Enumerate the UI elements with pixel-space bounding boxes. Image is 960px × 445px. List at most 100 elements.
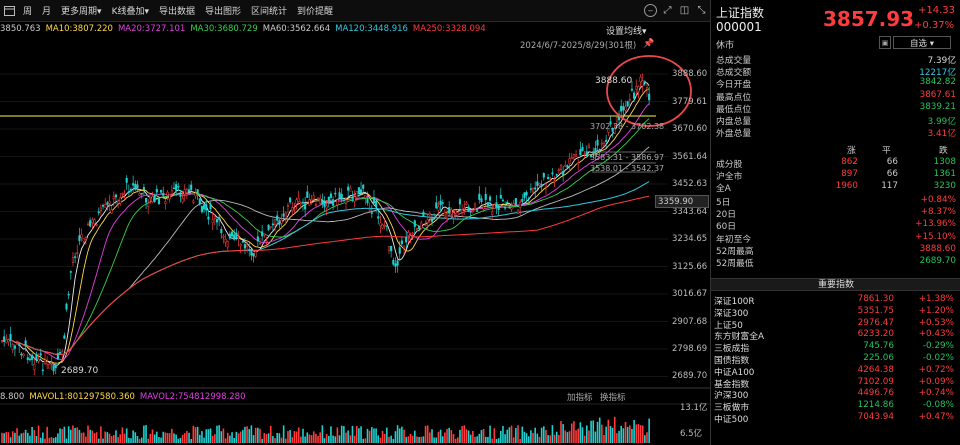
major-index-row[interactable]: 中证A100 4264.38 +0.72% — [714, 365, 958, 378]
volume-bar — [302, 428, 304, 443]
major-index-row[interactable]: 深证100R 7861.30 +1.38% — [714, 294, 958, 307]
collapse-icon[interactable]: ◫ — [679, 5, 690, 16]
toolbar-range-stats-button[interactable]: 区间统计 — [251, 7, 288, 17]
price-tick: 3016.67 — [672, 289, 708, 299]
volume-bar — [611, 427, 614, 443]
candle-body — [263, 233, 266, 236]
volume-bar — [457, 437, 459, 443]
candle-body — [209, 204, 212, 210]
performance-row: 60日 +13.96% — [716, 219, 956, 232]
volume-bar — [373, 428, 375, 443]
window-controls: − ⤢ ◫ ⤡ — [642, 0, 710, 22]
volume-bar — [444, 432, 446, 443]
volume-bar — [392, 438, 395, 443]
candle-body — [190, 184, 193, 191]
annotation-label: 3538.01 - 3542.37 — [590, 164, 665, 173]
candle-body — [620, 105, 623, 112]
minus-icon[interactable]: − — [642, 0, 659, 22]
major-index-row[interactable]: 国债指数 225.06 -0.02% — [714, 353, 958, 366]
toolbar-price-alert-button[interactable]: 到价提醒 — [297, 7, 334, 17]
volume-bar — [252, 435, 255, 443]
stat-label: 最低点位 — [716, 104, 752, 115]
candle-body — [635, 86, 638, 90]
toolbar-export-image-button[interactable]: 导出图形 — [205, 7, 242, 17]
performance-row: 年初至今 +15.10% — [716, 232, 956, 245]
volume-bar — [293, 431, 296, 443]
lock-icon[interactable]: ▣ — [879, 36, 891, 49]
add-watchlist-button[interactable]: 自选 ▾ — [893, 36, 951, 49]
expand-icon[interactable]: ⤡ — [697, 5, 706, 16]
volume-bar — [179, 437, 182, 443]
volume-bar — [267, 433, 270, 443]
volume-bar — [568, 431, 571, 443]
candle-body — [547, 176, 550, 180]
volume-bar — [553, 434, 556, 443]
volume-bar — [76, 427, 79, 443]
volume-bar — [237, 433, 240, 443]
candle-body — [153, 195, 156, 202]
candle-body — [532, 188, 535, 193]
ma-settings-button[interactable]: 设置均线▾ — [606, 27, 647, 37]
candle-body — [168, 194, 171, 200]
candle-body — [340, 193, 343, 200]
major-index-row[interactable]: 东方财富全A 6233.20 +0.43% — [714, 329, 958, 342]
major-index-row[interactable]: 沪深300 4496.76 +0.74% — [714, 388, 958, 401]
volume-bar — [22, 432, 25, 443]
major-index-row[interactable]: 中证500 7043.94 +0.47% — [714, 412, 958, 425]
calendar-icon[interactable] — [0, 0, 18, 22]
major-index-row[interactable]: 上证50 2976.47 +0.53% — [714, 318, 958, 331]
candle-body — [405, 237, 408, 243]
candle-body — [24, 340, 27, 347]
price-tick: 3670.60 — [672, 124, 708, 134]
major-index-row[interactable]: 三板做市 1214.86 -0.08% — [714, 400, 958, 413]
volume-bar — [491, 438, 493, 443]
candle-body — [271, 223, 274, 226]
candle-body — [349, 187, 352, 192]
stat-row: 总成交额 12217亿 — [716, 65, 956, 78]
major-index-row[interactable]: 深证300 5351.75 +1.20% — [714, 306, 958, 319]
candle-body — [35, 353, 38, 361]
candle-body — [424, 224, 427, 226]
candle-body — [207, 216, 210, 220]
kline-chart[interactable] — [0, 0, 710, 445]
major-index-row[interactable]: 三板成指 745.76 -0.29% — [714, 341, 958, 354]
volume-bar — [452, 434, 455, 443]
volume-bars — [1, 416, 650, 443]
candle-body — [241, 241, 244, 243]
volume-bar — [308, 434, 311, 443]
add-indicator-button[interactable]: 加指标 — [567, 393, 593, 403]
candle-body — [46, 361, 49, 365]
volume-bar — [183, 433, 186, 443]
pushpin-icon[interactable]: 📌 — [643, 39, 655, 49]
candle-body — [76, 252, 79, 254]
volume-bar — [601, 424, 603, 443]
candle-body — [385, 225, 388, 227]
candle-body — [605, 139, 608, 142]
toolbar-week-button[interactable]: 周 — [23, 7, 33, 17]
volume-bar — [27, 432, 29, 443]
candle-body — [172, 187, 176, 190]
toolbar-kline-overlay-dropdown[interactable]: K线叠加▾ — [111, 7, 149, 17]
volume-bar — [581, 427, 584, 443]
volume-bar — [190, 438, 192, 443]
volume-bar — [216, 425, 218, 443]
pin-icon[interactable]: ⤢ — [663, 5, 672, 16]
candle-body — [557, 169, 560, 171]
major-index-row[interactable]: 基金指数 7102.09 +0.09% — [714, 377, 958, 390]
switch-indicator-button[interactable]: 换指标 — [600, 393, 626, 403]
candle-body — [299, 202, 302, 205]
candle-body — [435, 202, 438, 209]
price-tick: 3561.64 — [672, 152, 708, 162]
volume-bar — [446, 428, 448, 443]
volume-bar — [543, 426, 545, 443]
volume-bar — [244, 426, 246, 443]
breadth-header: 涨 平 跌 — [711, 143, 960, 156]
volume-bar — [512, 437, 515, 443]
toolbar-export-data-button[interactable]: 导出数据 — [158, 7, 195, 17]
toolbar-more-periods-dropdown[interactable]: 更多周期▾ — [61, 7, 102, 17]
candle-body — [504, 207, 507, 209]
candle-body — [149, 196, 152, 199]
candle-body — [33, 363, 36, 370]
volume-bar — [250, 425, 253, 443]
toolbar-month-button[interactable]: 月 — [42, 7, 52, 17]
